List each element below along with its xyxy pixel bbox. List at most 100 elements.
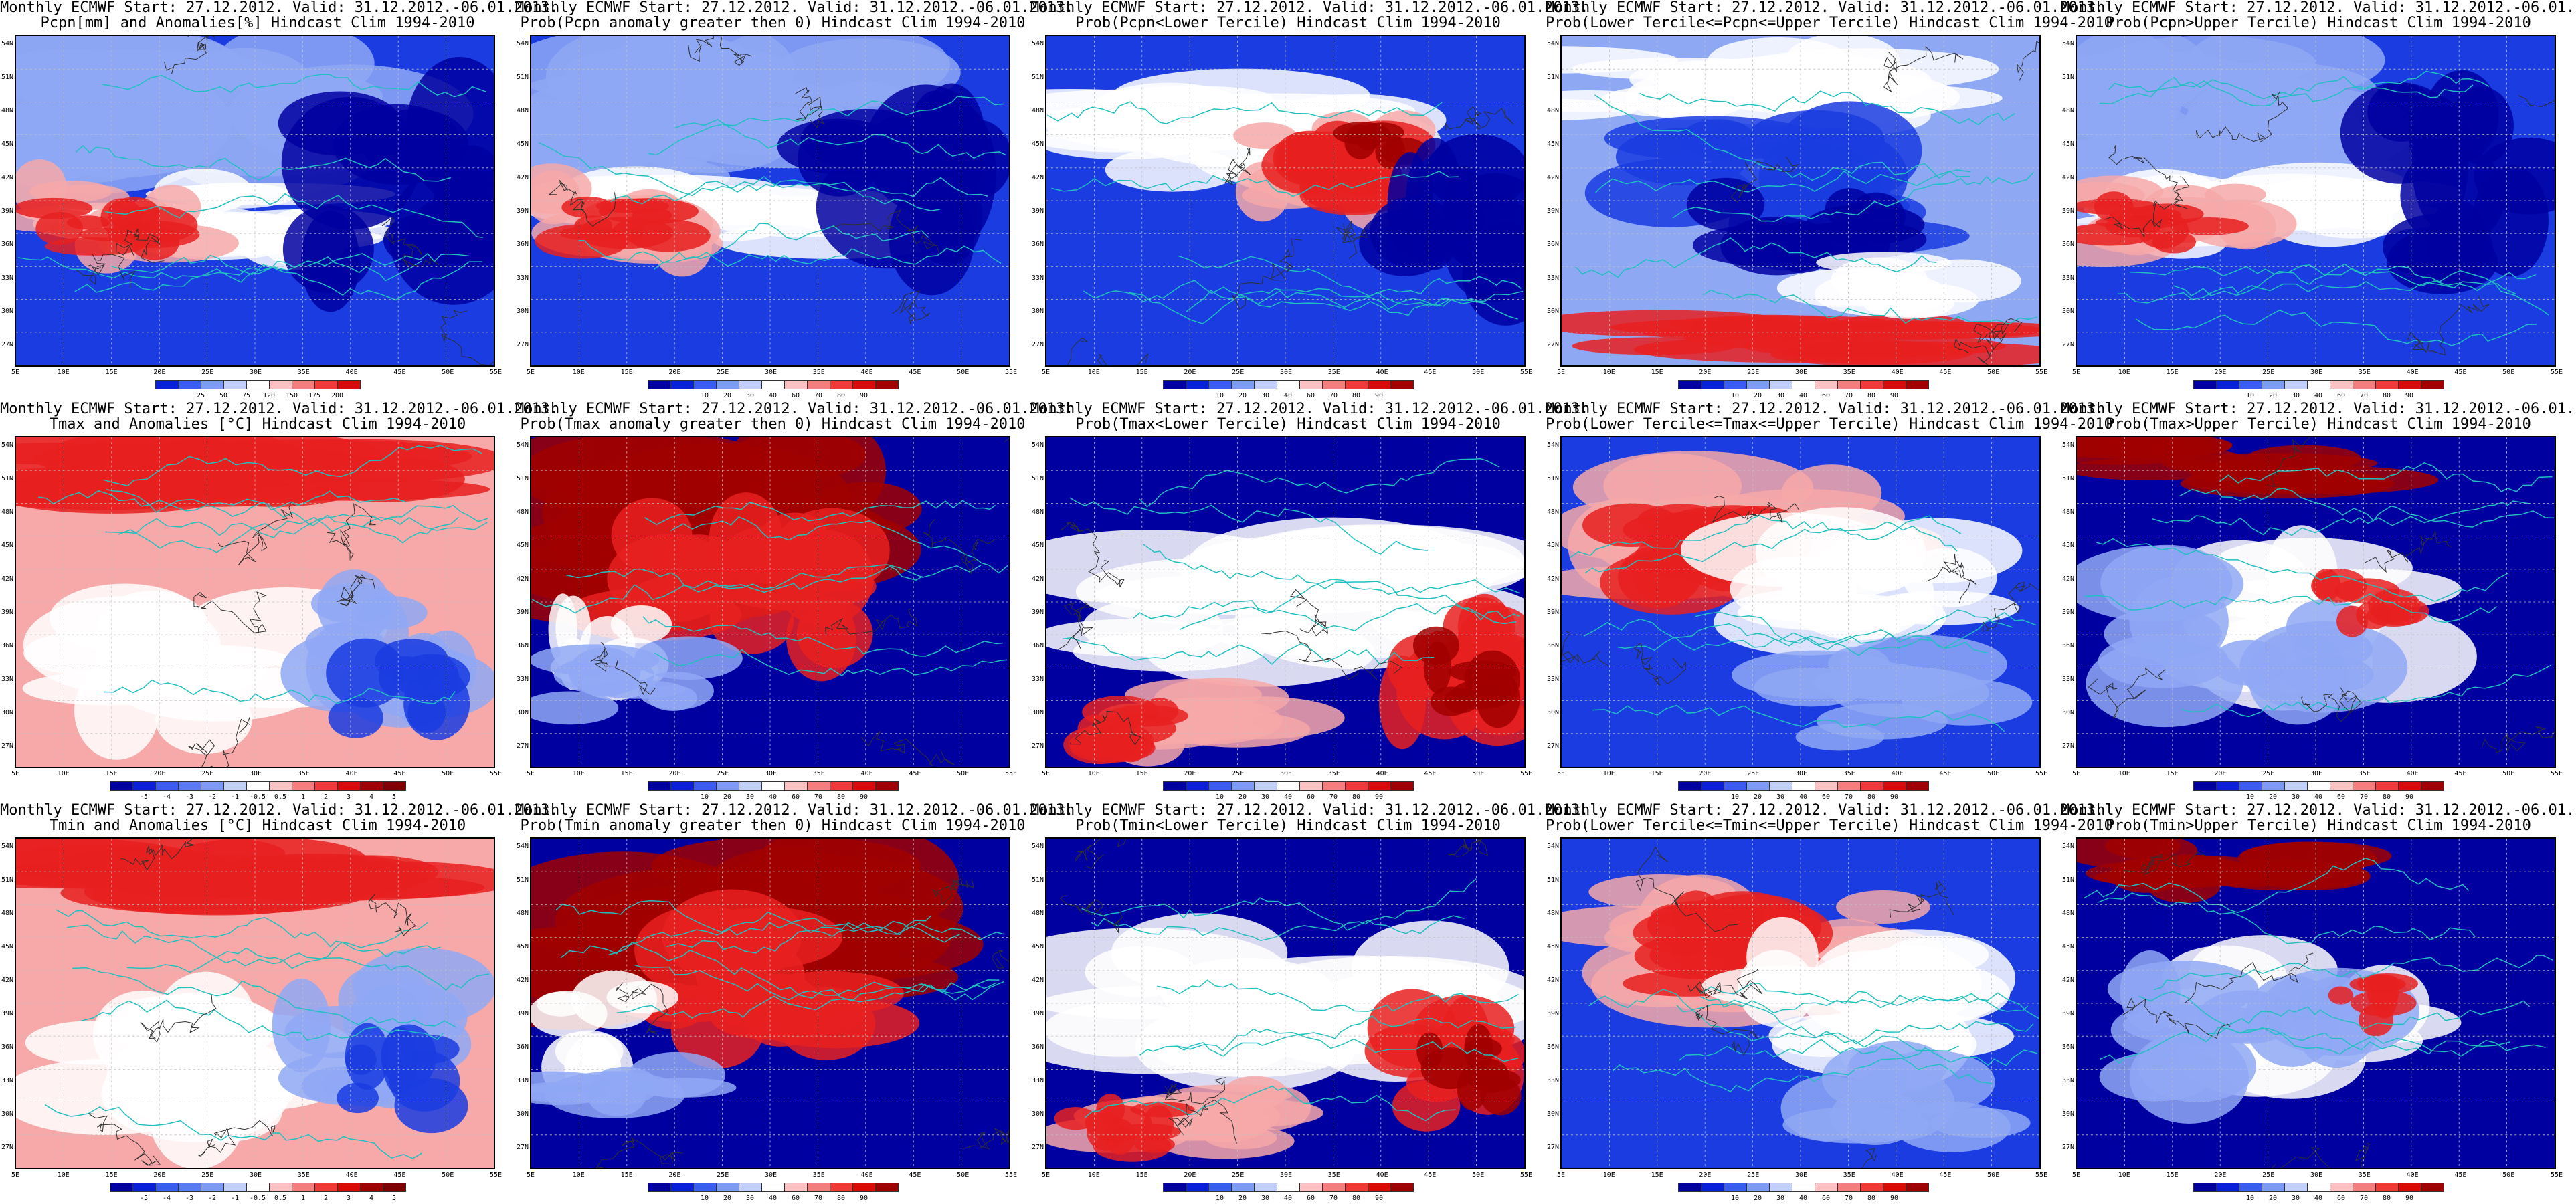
coastline <box>104 679 456 704</box>
colorbar-segment <box>2398 781 2421 791</box>
colorbar-label: 40 <box>768 1195 777 1202</box>
lat-tick-label: 27N <box>1031 341 1044 348</box>
lon-tick-label: 55E <box>2550 770 2563 777</box>
colorbar-label: 50 <box>219 392 228 399</box>
coastline <box>1178 255 1524 307</box>
colorbar-label: 5 <box>391 793 397 801</box>
lon-tick-label: 5E <box>2072 770 2081 777</box>
field-blob <box>2098 634 2229 688</box>
lon-tick-label: 35E <box>2358 770 2371 777</box>
panel-title-line-2: Prob(Lower Tercile<=Tmin<=Upper Tercile)… <box>1546 817 2113 834</box>
colorbar-segment <box>2353 1183 2376 1192</box>
coastline <box>1672 171 2034 222</box>
lat-tick-label: 39N <box>1546 207 1559 215</box>
coastline <box>67 924 441 967</box>
panel-title-line-1: Monthly ECMWF Start: 27.12.2012. Valid: … <box>2061 401 2576 417</box>
colorbar-segment <box>830 1183 853 1192</box>
colorbar-label: 20 <box>2268 1195 2278 1202</box>
field-blob <box>1633 336 1942 363</box>
panel-title-line-1: Monthly ECMWF Start: 27.12.2012. Valid: … <box>2061 802 2576 819</box>
contour-line <box>2300 686 2362 722</box>
coastline <box>1157 979 1519 1012</box>
lat-tick-label: 54N <box>516 843 529 850</box>
lat-tick-label: 36N <box>1546 1043 1559 1051</box>
field-blob <box>1562 46 1679 74</box>
colorbar-segment <box>761 380 785 389</box>
colorbar-segment <box>2307 380 2330 389</box>
contour-line <box>1712 496 1799 524</box>
colorbar-label: -4 <box>162 793 171 801</box>
lon-tick-label: 10E <box>2118 1171 2130 1179</box>
map-field <box>2077 437 2555 767</box>
lat-tick-label: 48N <box>2061 107 2074 114</box>
coastline <box>111 254 483 301</box>
lon-tick-label: 35E <box>1327 770 1340 777</box>
field-blob <box>889 183 975 296</box>
colorbar-segment <box>1368 781 1391 791</box>
lat-tick-label: 54N <box>516 40 529 47</box>
colorbar-label: 60 <box>1821 793 1831 801</box>
lat-tick-label: 39N <box>516 609 529 616</box>
colorbar-segment <box>670 1183 694 1192</box>
colorbar-label: 60 <box>2336 392 2346 399</box>
lat-tick-label: 51N <box>1546 475 1559 482</box>
colorbar-segment <box>2239 380 2262 389</box>
lon-tick-label: 15E <box>1651 770 1663 777</box>
contour-line <box>931 878 975 906</box>
coastline <box>2083 858 2470 913</box>
field-blob <box>2077 36 2210 122</box>
lon-tick-label: 40E <box>345 1171 358 1179</box>
colorbar-label: 20 <box>723 793 732 801</box>
lon-tick-label: 30E <box>249 770 262 777</box>
lon-tick-label: 40E <box>345 369 358 376</box>
colorbar-label: 80 <box>836 392 846 399</box>
lat-tick-label: 42N <box>1031 977 1044 984</box>
lat-tick-label: 42N <box>1 977 13 984</box>
lon-tick-label: 30E <box>1279 369 1293 376</box>
lon-tick-label: 5E <box>2072 1171 2081 1179</box>
lat-tick-label: 33N <box>1031 1077 1044 1084</box>
contour-line <box>795 86 826 129</box>
panel-title-line-1: Monthly ECMWF Start: 27.12.2012. Valid: … <box>515 401 1074 417</box>
colorbar-segment <box>2262 781 2285 791</box>
colorbar-label: -5 <box>139 1195 149 1202</box>
colorbar-segment <box>1186 1183 1209 1192</box>
coastline <box>1084 1085 1456 1122</box>
coastline <box>1091 878 1477 942</box>
contour-line <box>1889 880 1954 918</box>
field-blob <box>1135 1002 1357 1092</box>
colorbar-label: 150 <box>285 392 298 399</box>
colorbar-label: 60 <box>2336 1195 2346 1202</box>
lat-tick-label: 27N <box>1031 1144 1044 1151</box>
lon-tick-label: 15E <box>620 369 633 376</box>
lat-tick-label: 30N <box>516 1110 529 1118</box>
lat-tick-label: 54N <box>1031 441 1044 449</box>
colorbar <box>2193 1183 2444 1192</box>
coastline <box>610 177 988 205</box>
lon-tick-label: 15E <box>2166 1171 2179 1179</box>
colorbar-label: 30 <box>745 793 755 801</box>
colorbar-label: 200 <box>331 392 344 399</box>
lon-tick-label: 5E <box>2072 369 2081 376</box>
colorbar-label: 70 <box>1844 793 1853 801</box>
contour-line <box>2481 726 2555 753</box>
lon-tick-label: 20E <box>668 369 681 376</box>
coastline <box>1133 581 1517 625</box>
lon-tick-label: 5E <box>1041 770 1050 777</box>
colorbar-segment <box>1163 781 1186 791</box>
lon-tick-label: 45E <box>1939 369 1952 376</box>
panel-title-line-1: Monthly ECMWF Start: 27.12.2012. Valid: … <box>1030 401 1589 417</box>
colorbar-label: 90 <box>1890 1195 1899 1202</box>
lon-tick-label: 40E <box>1891 369 1904 376</box>
colorbar-label: 30 <box>745 1195 755 1202</box>
colorbar-segment <box>648 1183 671 1192</box>
map-panel-tmin-prob-mid: Monthly ECMWF Start: 27.12.2012. Valid: … <box>1546 803 2113 1204</box>
lon-tick-label: 50E <box>442 369 454 376</box>
field-blob <box>531 99 645 174</box>
coastline <box>1046 101 1443 124</box>
colorbar <box>1163 781 1414 791</box>
lat-tick-label: 51N <box>2061 74 2074 81</box>
coastline <box>2181 664 2552 718</box>
panel-title-line-2: Prob(Tmin>Upper Tercile) Hindcast Clim 1… <box>2106 817 2531 834</box>
field-blob <box>381 1024 436 1089</box>
